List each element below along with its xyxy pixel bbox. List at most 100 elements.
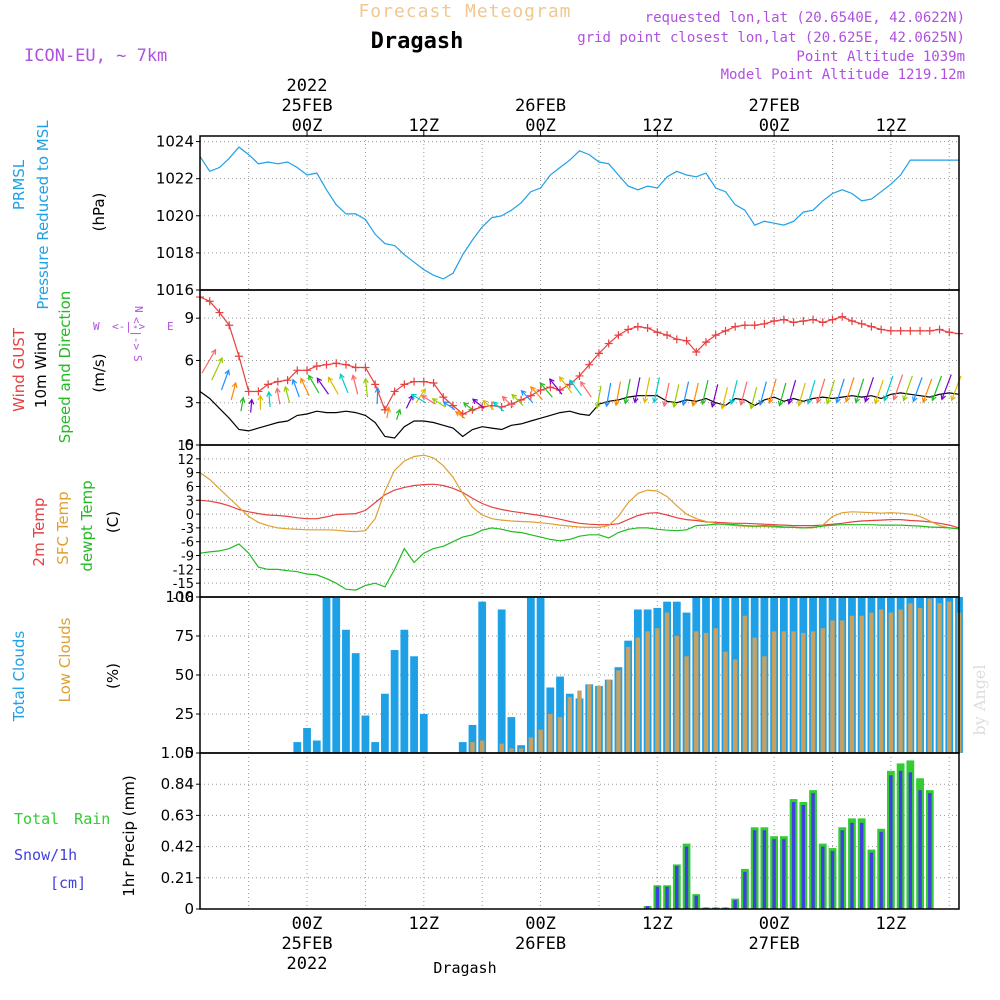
wind-arrowhead [797,400,803,407]
wind-arrowhead [492,401,499,408]
gust-point [225,321,234,330]
wind-direction-arrow [230,382,237,401]
snow-label: Snow/1h [14,846,77,864]
compass-ns-arrows: <-|-> [130,317,143,350]
temp-panel-labels: 2m Temp SFC Temp dewpt Temp (C) [30,480,122,571]
wind-arrowhead [217,356,224,364]
wind-direction-arrow [931,375,943,401]
low-clouds-bar [869,612,874,753]
series-line-dewpt-temp [199,523,960,591]
precip-panel-labels: Total Rain Snow/1h [cm] 1hr Precip (mm) [14,775,138,896]
low-clouds-bar [713,628,718,753]
wind-arrowhead [882,395,889,402]
wind-arrowhead [815,397,822,404]
series-line-sfc-temp [199,454,960,533]
low-clouds-bar [781,631,787,753]
gust-point [264,380,273,389]
y-tick-label: 0 [184,900,194,918]
gust-point [809,315,818,324]
low-clouds-bar [888,612,894,753]
wind-direction-arrow [855,378,865,403]
snow-bar [821,846,825,909]
low-clouds-bar [733,659,738,753]
gust-point [244,387,253,396]
wind-arrowhead [548,378,555,385]
point-altitude: Point Altitude 1039m [796,49,965,65]
wind-direction-arrow [327,377,339,395]
gust-point [818,318,827,327]
wind-arrowhead [767,397,774,405]
gust-point [215,308,224,317]
bottom-time-label: 26FEB [515,934,566,954]
wind-direction-arrow [673,384,680,408]
wind-direction-arrow [653,377,660,403]
gust-point [847,317,856,325]
wind-arrowhead [511,393,518,400]
wind-arrowhead [710,401,717,408]
wind-direction-arrow [386,407,390,419]
y-tick-label: 1.05 [161,744,194,762]
wind-direction-arrow [692,382,699,407]
gust-point [916,326,925,335]
wind-arrowhead [257,394,264,401]
wind-direction-arrow [472,398,485,409]
prmsl-label: PRMSL [10,159,28,210]
snow-bar [840,830,844,909]
plot-area: 101610181020102210240369-18-15-12-9-6-30… [156,76,963,974]
gust-point [906,326,915,335]
top-time-label: 12Z [642,116,673,136]
top-time-label: 00Z [759,116,790,136]
gust-point [779,315,788,324]
low-clouds-bar [947,601,952,753]
snow-bar [684,846,689,909]
gust-point [507,400,516,409]
wind-direction-arrow [521,390,534,404]
gust-point [935,325,944,334]
low-clouds-bar [859,615,864,753]
wind-direction-arrow [276,388,281,405]
low-clouds-bar [596,685,602,753]
wind-direction-arrow [405,395,414,409]
pressure-unit-label: (hPa) [90,193,108,232]
wind-arrowhead [652,397,658,404]
wind-direction-arrow [559,376,573,394]
model-altitude: Model Point Altitude 1219.12m [721,67,965,83]
low-clouds-bar [927,598,932,753]
total-clouds-bar [536,597,545,753]
wind-arrowhead [410,393,417,400]
wind-direction-arrow [569,379,582,397]
wind-direction-arrow [308,375,320,394]
wind-direction-arrow [663,382,670,407]
gust-point [925,326,934,335]
wind-direction-arrow [912,377,923,402]
gust-point [351,363,360,372]
wind-direction-arrow [778,382,787,406]
low-clouds-bar [655,628,660,753]
total-clouds-bar [497,609,506,753]
wind-direction-arrow [798,382,806,406]
wind-direction-arrow [549,378,563,395]
snow-bar [743,871,747,909]
low-clouds-bar [684,656,689,753]
wind-direction-arrow [300,378,310,396]
series-line-2m-temp [199,483,960,529]
wind-direction-arrow [634,377,641,403]
y-tick-label: -6 [181,536,194,551]
y-tick-label: 25 [175,705,194,723]
gust-point [273,377,282,386]
snow-bar [782,839,786,909]
wind-direction-arrow [816,378,826,403]
wind-arrowhead [835,397,841,404]
wind-arrowhead [351,374,357,381]
low-clouds-bar [810,631,816,753]
wind-direction-arrow [893,374,904,400]
wind-direction-arrow [615,381,622,406]
wind-direction-arrow [268,391,271,408]
wind-arrowhead [681,400,688,407]
wind-direction-arrow [316,377,329,395]
gust-point [429,379,438,387]
wind-arrowhead [420,395,427,401]
t2m-label: 2m Temp [30,498,48,567]
y-tick-label: -12 [173,563,194,578]
